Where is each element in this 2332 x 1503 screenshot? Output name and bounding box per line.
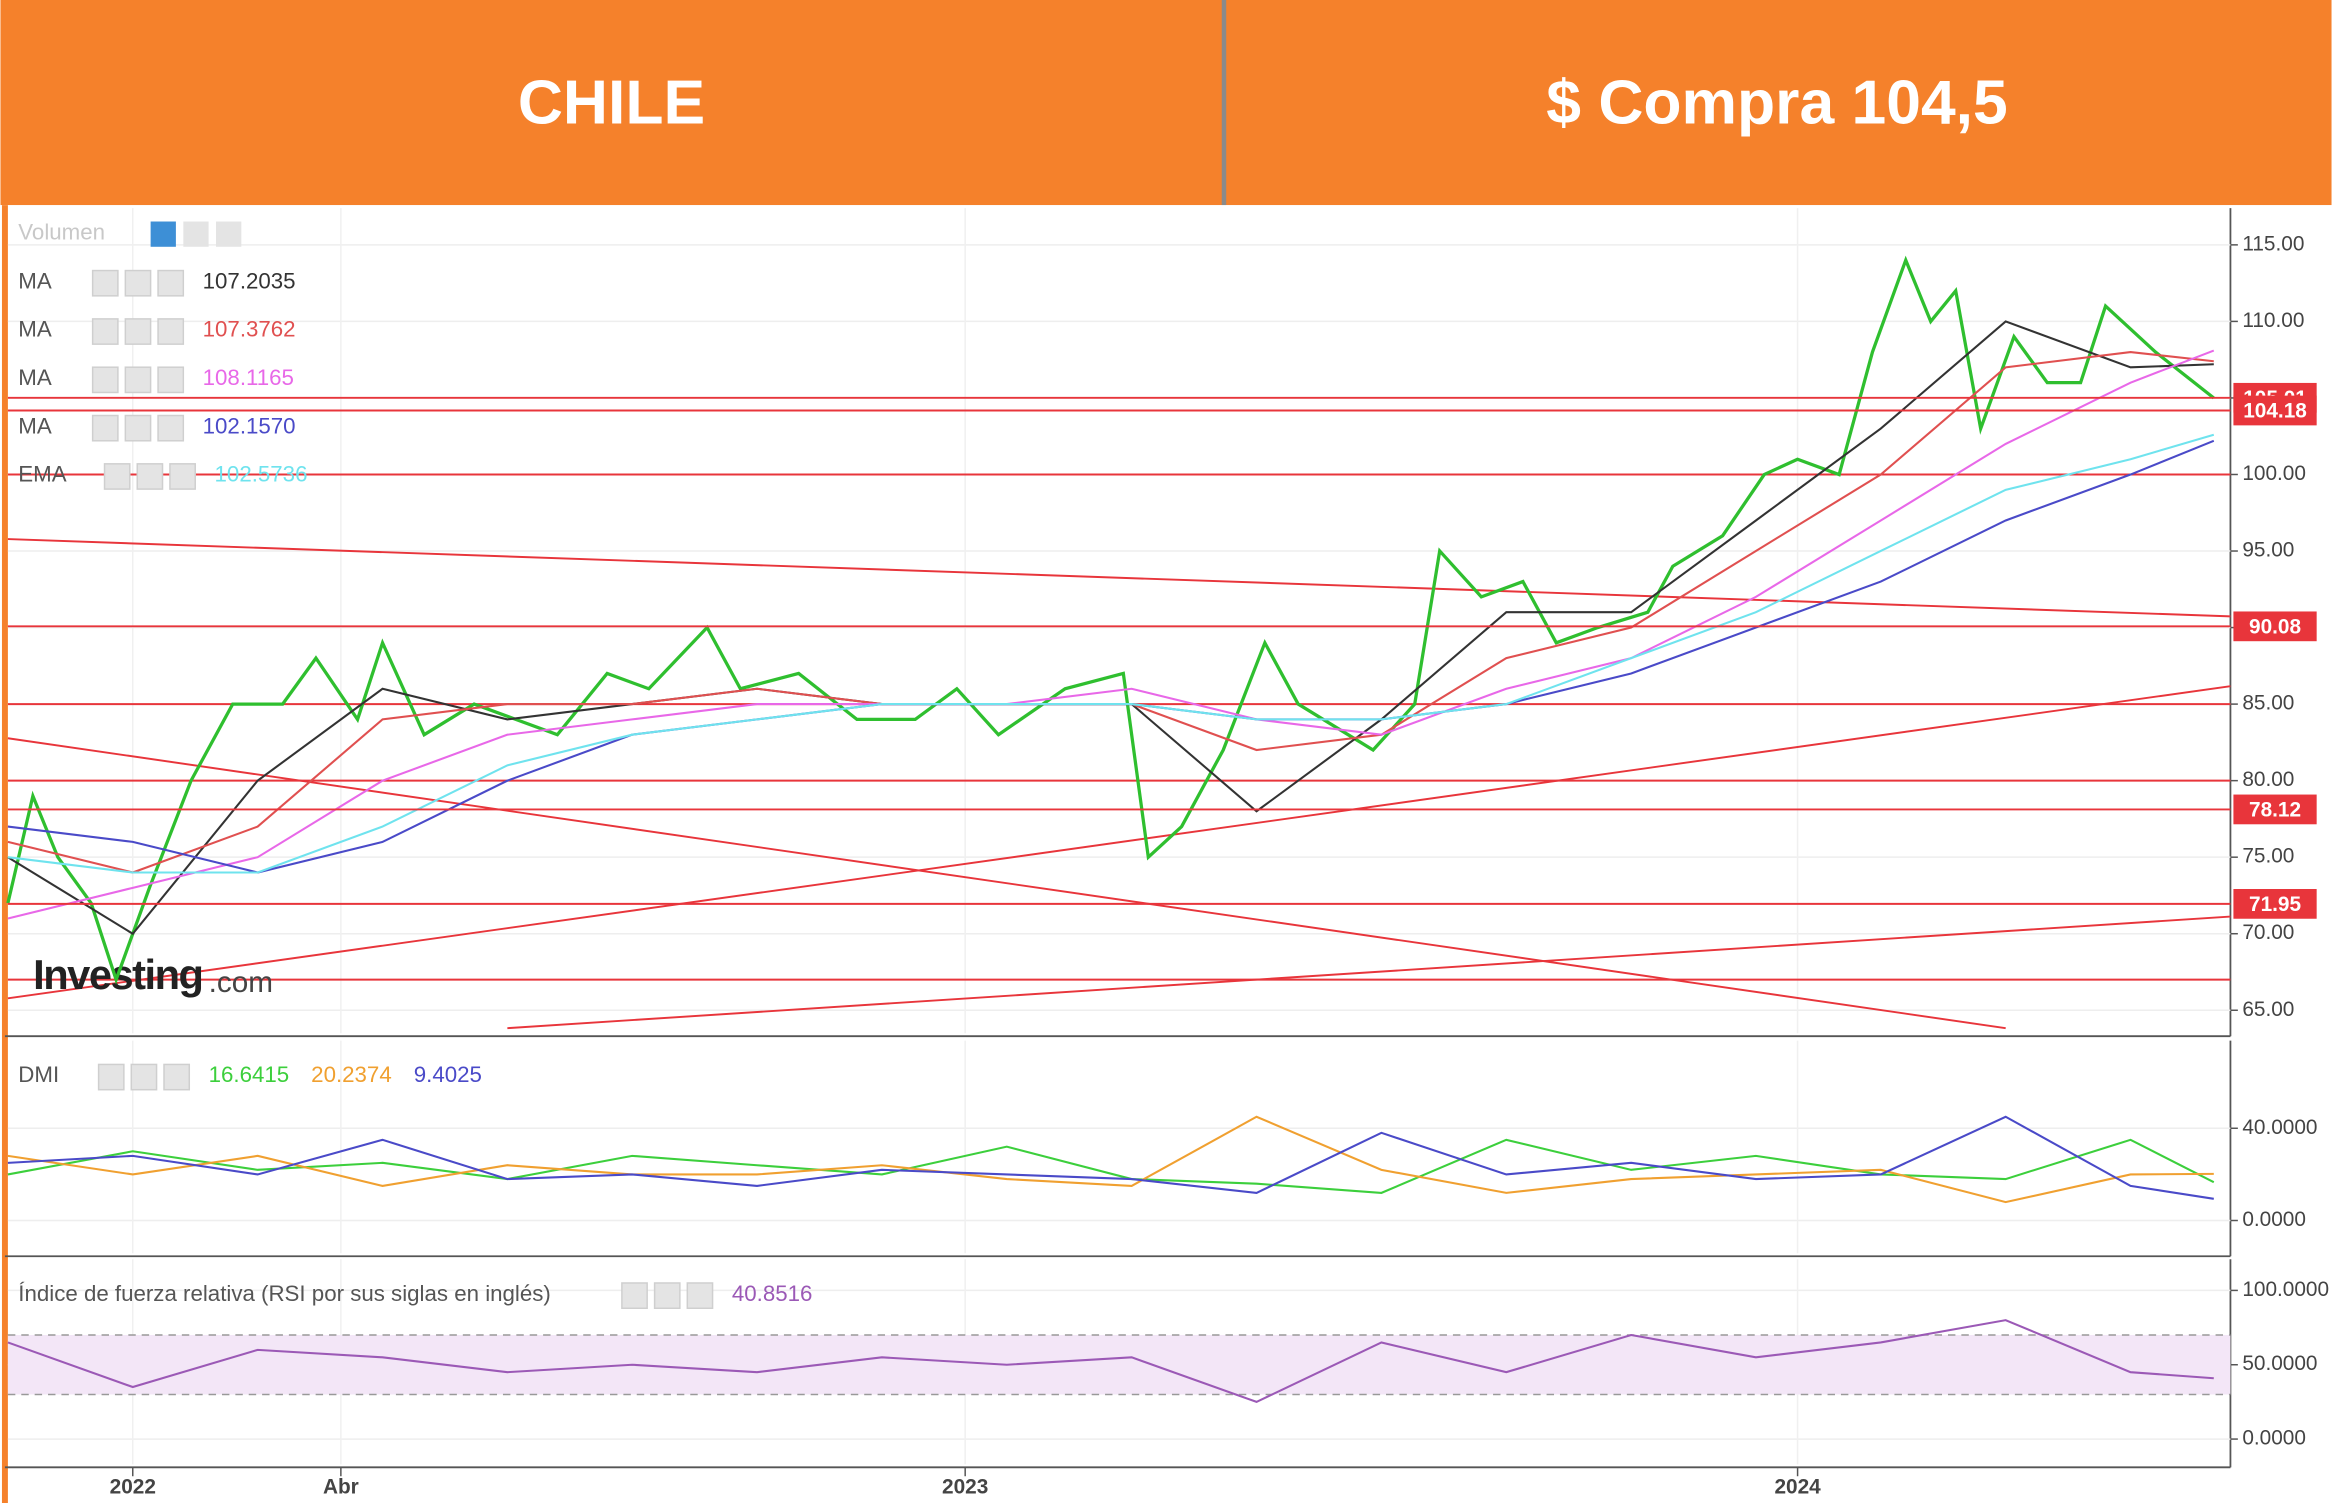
level-label: 71.95 xyxy=(2249,893,2301,916)
legend-icon xyxy=(124,269,152,297)
y-tick-label: 110.00 xyxy=(2242,309,2304,332)
series-line xyxy=(7,433,2215,874)
legend-icon xyxy=(124,366,152,394)
legend-icon xyxy=(103,463,131,490)
y-tick-label: 85.00 xyxy=(2242,692,2294,715)
y-tick-label: 70.00 xyxy=(2242,921,2294,944)
level-label: 78.12 xyxy=(2249,798,2301,821)
legend-icon xyxy=(91,318,119,345)
y-tick-label: 75.00 xyxy=(2242,845,2294,868)
y-tick-label: 95.00 xyxy=(2242,539,2294,562)
legend-icon xyxy=(124,318,152,345)
legend-name: EMA xyxy=(18,462,66,487)
legend-value: 107.3762 xyxy=(203,317,296,342)
legend-icon xyxy=(157,366,185,394)
series-line xyxy=(6,255,2215,985)
y-tick-label: 0.0000 xyxy=(2242,1208,2306,1231)
legend-icon xyxy=(157,318,185,345)
header-left: CHILE xyxy=(518,68,705,138)
volume-label: Volumen xyxy=(18,219,105,244)
watermark-suffix: .com xyxy=(209,966,273,999)
legend-icon xyxy=(216,221,242,247)
series-line xyxy=(7,1115,2214,1200)
legend-value: 20.2374 xyxy=(311,1062,392,1087)
legend-icon xyxy=(97,1063,125,1091)
legend-value: 107.2035 xyxy=(203,268,296,293)
legend-icon xyxy=(91,269,119,297)
trend-line xyxy=(7,737,2006,1030)
chart-area xyxy=(0,205,2332,1503)
x-tick-label: Abr xyxy=(323,1476,359,1499)
legend-icon xyxy=(136,463,164,490)
legend-value: 102.1570 xyxy=(203,413,296,438)
legend-icon xyxy=(686,1282,714,1309)
series-line xyxy=(7,1319,2214,1404)
series-line xyxy=(7,1115,2214,1204)
legend-icon xyxy=(157,414,185,442)
y-tick-label: 100.0000 xyxy=(2242,1278,2329,1301)
legend-icon xyxy=(163,1063,191,1091)
legend-value: 9.4025 xyxy=(414,1062,482,1087)
legend-title: Índice de fuerza relativa (RSI por sus s… xyxy=(18,1281,551,1306)
legend-icon xyxy=(157,269,185,297)
x-tick-label: 2023 xyxy=(942,1476,988,1499)
y-tick-label: 50.0000 xyxy=(2242,1352,2317,1375)
legend-icon xyxy=(91,414,119,442)
x-tick-label: 2022 xyxy=(110,1476,156,1499)
level-label-box xyxy=(2233,889,2317,919)
legend-name: MA xyxy=(18,413,52,438)
y-tick-label: 100.00 xyxy=(2242,462,2306,485)
level-label: 104.18 xyxy=(2243,399,2307,422)
level-label: 90.08 xyxy=(2249,615,2301,638)
legend-name: MA xyxy=(18,268,52,293)
legend-icon xyxy=(150,221,176,247)
x-tick-label: 2024 xyxy=(1774,1476,1821,1499)
trend-line xyxy=(507,915,2231,1030)
y-tick-label: 0.0000 xyxy=(2242,1427,2306,1450)
legend-icon xyxy=(130,1063,158,1091)
level-label-box xyxy=(2233,794,2317,825)
legend-icon xyxy=(653,1282,681,1309)
series-line xyxy=(7,349,2215,920)
level-label-box xyxy=(2233,611,2317,642)
legend-title: DMI xyxy=(18,1062,59,1087)
y-tick-label: 80.00 xyxy=(2242,768,2294,791)
header-bar xyxy=(0,0,2332,206)
legend-icon xyxy=(124,414,152,442)
trend-line xyxy=(7,685,2231,1000)
legend-icon xyxy=(169,463,196,490)
y-tick-label: 65.00 xyxy=(2242,998,2294,1021)
plots: 65.0070.0075.0080.0085.0090.0095.00100.0… xyxy=(4,208,2329,1499)
legend-icon xyxy=(621,1282,648,1309)
header-right: $ Compra 104,5 xyxy=(1546,68,2007,138)
level-label-box xyxy=(2233,395,2317,426)
y-tick-label: 115.00 xyxy=(2242,232,2304,255)
legend-name: MA xyxy=(18,317,52,342)
rsi-band xyxy=(7,1335,2231,1395)
legend-icon xyxy=(183,221,209,247)
legend-value: 102.5736 xyxy=(215,462,308,487)
legend-value: 40.8516 xyxy=(732,1281,813,1306)
y-tick-label: 40.0000 xyxy=(2242,1116,2317,1139)
trend-line xyxy=(7,538,2231,618)
legend-value: 108.1165 xyxy=(203,365,294,390)
legend-name: MA xyxy=(18,365,52,390)
legend-icon xyxy=(91,366,119,394)
legend-value: 16.6415 xyxy=(209,1062,290,1087)
